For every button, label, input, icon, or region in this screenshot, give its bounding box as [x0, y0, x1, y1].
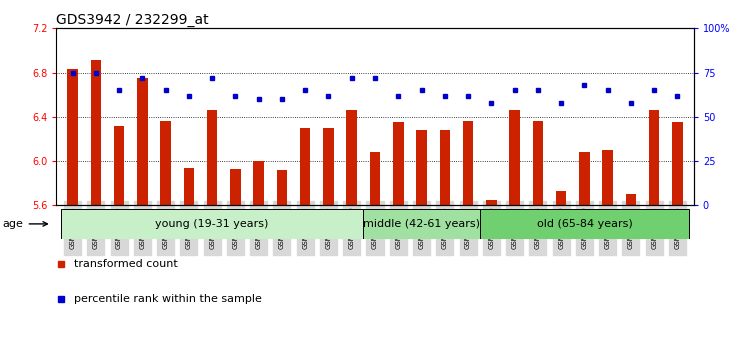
Bar	[230, 169, 241, 205]
Bar	[207, 110, 218, 205]
Bar	[323, 128, 334, 205]
Bar	[532, 121, 543, 205]
Bar	[363, 209, 480, 239]
Bar	[68, 69, 78, 205]
Bar	[61, 209, 363, 239]
Bar	[463, 121, 473, 205]
Bar	[393, 122, 404, 205]
Bar	[277, 170, 287, 205]
Bar	[254, 161, 264, 205]
Text: GDS3942 / 232299_at: GDS3942 / 232299_at	[56, 13, 208, 27]
Bar	[137, 78, 148, 205]
Text: age: age	[3, 219, 47, 229]
Bar	[160, 121, 171, 205]
Bar	[480, 209, 689, 239]
Text: percentile rank within the sample: percentile rank within the sample	[74, 294, 262, 304]
Bar	[649, 110, 659, 205]
Bar	[602, 150, 613, 205]
Bar	[672, 122, 682, 205]
Bar	[556, 191, 566, 205]
Text: middle (42-61 years): middle (42-61 years)	[363, 219, 480, 229]
Text: old (65-84 years): old (65-84 years)	[536, 219, 632, 229]
Bar	[114, 126, 125, 205]
Bar	[440, 130, 450, 205]
Bar	[370, 152, 380, 205]
Bar	[509, 110, 520, 205]
Bar	[300, 128, 310, 205]
Bar	[579, 152, 590, 205]
Bar	[346, 110, 357, 205]
Text: transformed count: transformed count	[74, 259, 178, 269]
Bar	[486, 200, 496, 205]
Bar	[416, 130, 427, 205]
Bar	[626, 194, 636, 205]
Bar	[91, 61, 101, 205]
Text: young (19-31 years): young (19-31 years)	[155, 219, 268, 229]
Bar	[184, 168, 194, 205]
